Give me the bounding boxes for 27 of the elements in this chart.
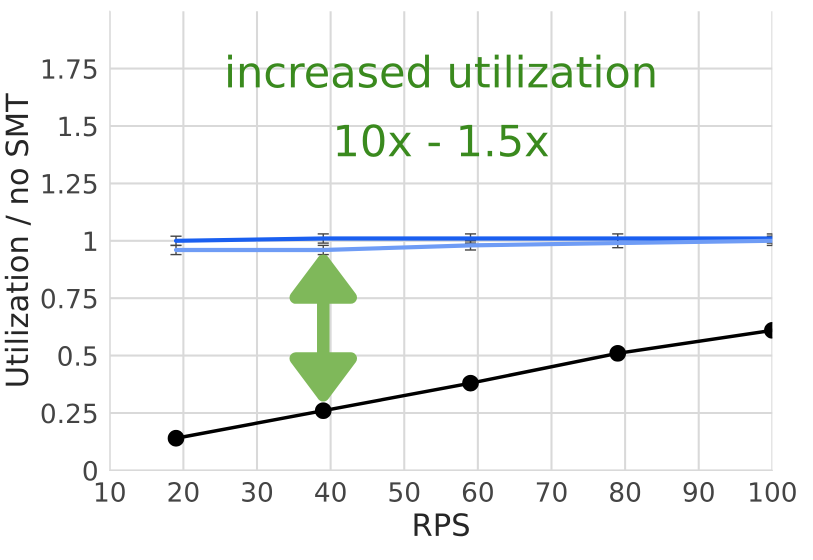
point bbox=[609, 344, 626, 362]
annotation: 10x - 1.5x bbox=[337, 124, 548, 157]
x-tick-label: 70 bbox=[536, 482, 567, 502]
y-tick-label: 0.75 bbox=[42, 288, 96, 309]
line-series bbox=[174, 238, 772, 252]
x-tick-label: 30 bbox=[242, 482, 272, 502]
y-tick-label: 1.25 bbox=[42, 174, 96, 194]
y-axis-title: Utilization / no SMT bbox=[4, 93, 31, 386]
y-tick-label: 1.75 bbox=[42, 59, 96, 79]
x-axis-title: RPS bbox=[414, 513, 469, 536]
x-tick-label: 90 bbox=[684, 482, 714, 502]
y-tick-label: 1.5 bbox=[60, 116, 96, 136]
x-tick-label: 80 bbox=[610, 482, 640, 502]
x-tick-label: 40 bbox=[315, 482, 346, 502]
y-tick-label: 0.5 bbox=[58, 346, 96, 366]
x-tick-label: 50 bbox=[389, 482, 420, 502]
y-tick-label: 0 bbox=[84, 460, 97, 481]
x-tick-label: 60 bbox=[462, 482, 493, 502]
point bbox=[462, 374, 479, 392]
annotation: increased utilization bbox=[228, 54, 654, 88]
y-tick-label: 0.25 bbox=[42, 403, 96, 424]
y-tick-label: 1 bbox=[84, 232, 96, 251]
point bbox=[168, 430, 184, 447]
x-tick-label: 100 bbox=[750, 482, 796, 502]
x-tick-label: 10 bbox=[96, 482, 125, 502]
point bbox=[314, 402, 332, 420]
x-tick-label: 20 bbox=[168, 482, 198, 502]
